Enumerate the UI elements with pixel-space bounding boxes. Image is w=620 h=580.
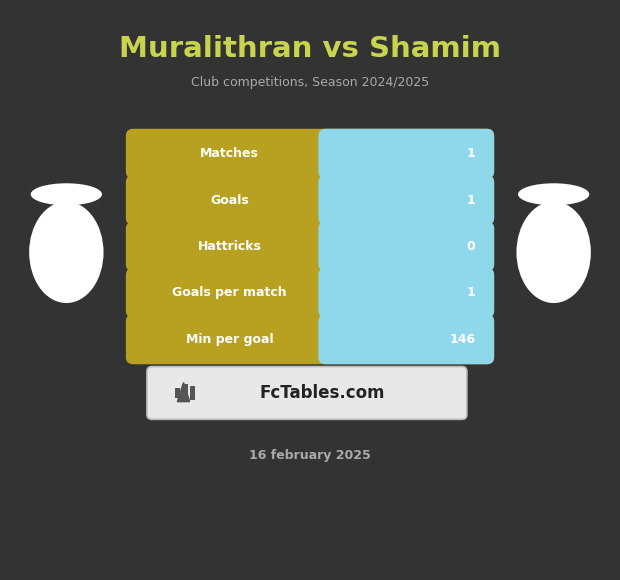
- Text: 0: 0: [467, 240, 476, 253]
- Text: Matches: Matches: [200, 147, 259, 160]
- FancyBboxPatch shape: [126, 175, 494, 225]
- FancyBboxPatch shape: [190, 386, 195, 400]
- FancyBboxPatch shape: [147, 367, 467, 419]
- FancyBboxPatch shape: [126, 222, 494, 271]
- Text: 1: 1: [467, 287, 476, 299]
- Ellipse shape: [31, 183, 102, 205]
- FancyBboxPatch shape: [326, 321, 350, 357]
- Text: FcTables.com: FcTables.com: [260, 384, 385, 402]
- Polygon shape: [177, 383, 190, 402]
- FancyBboxPatch shape: [182, 385, 188, 402]
- FancyBboxPatch shape: [326, 229, 350, 264]
- FancyBboxPatch shape: [175, 388, 180, 398]
- FancyBboxPatch shape: [326, 182, 350, 218]
- FancyBboxPatch shape: [319, 129, 494, 179]
- Ellipse shape: [518, 183, 589, 205]
- FancyBboxPatch shape: [126, 268, 494, 318]
- Text: 146: 146: [450, 333, 476, 346]
- Text: Goals per match: Goals per match: [172, 287, 287, 299]
- FancyBboxPatch shape: [319, 268, 494, 318]
- FancyBboxPatch shape: [326, 136, 350, 172]
- Text: 1: 1: [467, 147, 476, 160]
- Text: Hattricks: Hattricks: [198, 240, 262, 253]
- FancyBboxPatch shape: [126, 129, 494, 179]
- FancyBboxPatch shape: [319, 222, 494, 271]
- FancyBboxPatch shape: [319, 175, 494, 225]
- Ellipse shape: [29, 202, 104, 303]
- Text: 1: 1: [467, 194, 476, 206]
- Text: 16 february 2025: 16 february 2025: [249, 449, 371, 462]
- Text: Muralithran vs Shamim: Muralithran vs Shamim: [119, 35, 501, 63]
- Text: Goals: Goals: [210, 194, 249, 206]
- Text: Club competitions, Season 2024/2025: Club competitions, Season 2024/2025: [191, 76, 429, 89]
- FancyBboxPatch shape: [326, 275, 350, 311]
- FancyBboxPatch shape: [319, 314, 494, 364]
- Text: Min per goal: Min per goal: [186, 333, 273, 346]
- FancyBboxPatch shape: [126, 314, 494, 364]
- Ellipse shape: [516, 202, 591, 303]
